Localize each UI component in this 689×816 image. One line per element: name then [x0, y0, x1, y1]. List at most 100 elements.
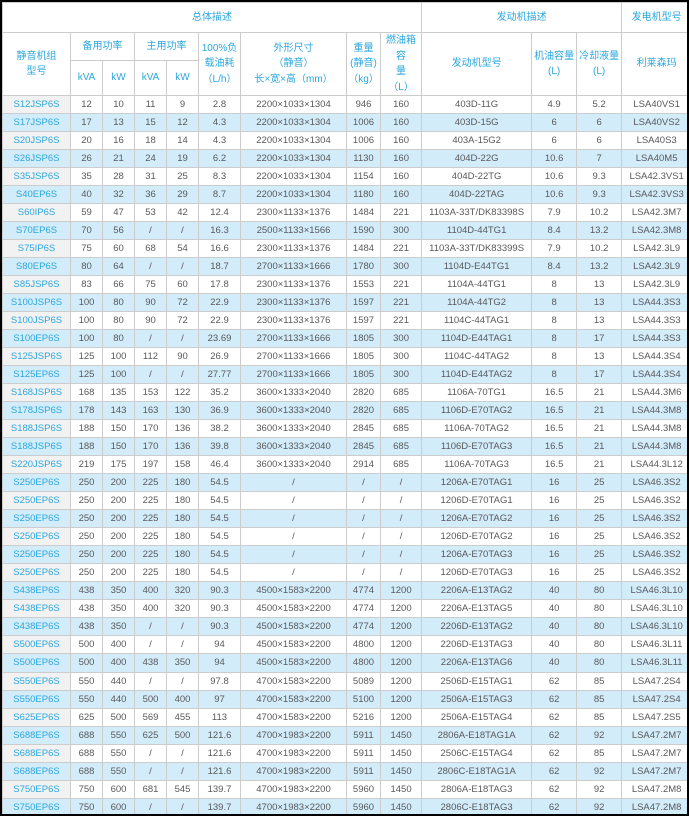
standby-kw-cell: 200 [102, 545, 135, 565]
oil-capacity-cell: 6 [531, 113, 578, 133]
coolant-capacity-cell: 92 [576, 779, 623, 799]
model-cell[interactable]: S750EP6S [2, 779, 71, 799]
fuel-consumption-cell: 139.7 [198, 797, 241, 814]
model-cell[interactable]: S70EP6S [2, 221, 71, 241]
dimensions-cell: / [240, 563, 347, 583]
model-cell[interactable]: S100EP6S [2, 329, 71, 349]
weight-cell: 4774 [346, 581, 381, 601]
alternator-code-cell: LSA46.3L10 [621, 599, 687, 619]
model-cell[interactable]: S188JSP6S [2, 437, 71, 457]
standby-kva-cell: 625 [70, 707, 103, 727]
model-cell[interactable]: S80EP6S [2, 257, 71, 277]
model-cell[interactable]: S85JSP6S [2, 275, 71, 295]
standby-kw-cell: 500 [102, 707, 135, 727]
oil-capacity-cell: 16.5 [531, 401, 578, 421]
model-cell[interactable]: S250EP6S [2, 473, 71, 493]
table-row: S750EP6S 750 600//139.7 4700×1983×2200 5960 1… [2, 797, 687, 814]
model-cell[interactable]: S500EP6S [2, 635, 71, 655]
table-row: S500EP6S 500 400//94 4500×1583×2200 4800 1200… [2, 635, 687, 655]
dimensions-cell: 4500×1583×2200 [240, 617, 347, 637]
coolant-capacity-cell: 13 [576, 293, 623, 313]
model-cell[interactable]: S500EP6S [2, 653, 71, 673]
model-cell[interactable]: S75IP6S [2, 239, 71, 259]
model-cell[interactable]: S178JSP6S [2, 401, 71, 421]
model-cell[interactable]: S100JSP6S [2, 293, 71, 313]
prime-kw-cell: 72 [166, 311, 199, 331]
model-cell[interactable]: S438EP6S [2, 599, 71, 619]
table-row: S178JSP6S 178 143 163 130 36.9 3600×1333×2040 2… [2, 401, 687, 421]
model-cell[interactable]: S26JSP6S [2, 149, 71, 169]
dimensions-cell: / [240, 473, 347, 493]
model-cell[interactable]: S688EP6S [2, 725, 71, 745]
model-cell[interactable]: S20JSP6S [2, 131, 71, 151]
engine-model-cell: 1103A-33T/DK83399S [421, 239, 533, 259]
prime-kva-cell: / [134, 365, 167, 385]
model-cell[interactable]: S550EP6S [2, 671, 71, 691]
prime-kva-cell: 569 [134, 707, 167, 727]
weight-cell: 2845 [346, 419, 381, 439]
engine-model-cell: 1106A-70TAG2 [421, 419, 533, 439]
engine-model-cell: 2506A-E15TAG4 [421, 707, 533, 727]
engine-model-cell: 2806A-E18TAG3 [421, 779, 533, 799]
standby-kva-cell: 12 [70, 94, 103, 115]
alternator-code-cell: LSA47.2S5 [621, 707, 687, 727]
dimensions-cell: 2300×1133×1376 [240, 311, 347, 331]
model-cell[interactable]: S625EP6S [2, 707, 71, 727]
fuel-tank-cell: 1200 [379, 599, 423, 619]
model-cell[interactable]: S438EP6S [2, 581, 71, 601]
model-cell[interactable]: S17JSP6S [2, 113, 71, 133]
col-header-model: 静音机组 型号 [2, 32, 71, 96]
standby-kw-cell: 200 [102, 563, 135, 583]
model-cell[interactable]: S12JSP6S [2, 94, 71, 115]
standby-kva-cell: 250 [70, 527, 103, 547]
model-cell[interactable]: S250EP6S [2, 563, 71, 583]
coolant-capacity-cell: 80 [576, 635, 623, 655]
model-cell[interactable]: S438EP6S [2, 617, 71, 637]
oil-capacity-cell: 62 [531, 797, 578, 814]
model-cell[interactable]: S688EP6S [2, 761, 71, 781]
oil-capacity-cell: 62 [531, 689, 578, 709]
model-cell[interactable]: S250EP6S [2, 509, 71, 529]
oil-capacity-cell: 62 [531, 671, 578, 691]
model-cell[interactable]: S125JSP6S [2, 347, 71, 367]
model-cell[interactable]: S168JSP6S [2, 383, 71, 403]
model-cell[interactable]: S60IP6S [2, 203, 71, 223]
standby-kva-cell: 125 [70, 347, 103, 367]
fuel-tank-cell: 685 [379, 383, 423, 403]
model-cell[interactable]: S688EP6S [2, 743, 71, 763]
model-cell[interactable]: S125EP6S [2, 365, 71, 385]
engine-model-cell: 1206D-E70TAG2 [421, 527, 533, 547]
engine-model-cell: 1106A-70TG1 [421, 383, 533, 403]
model-cell[interactable]: S35JSP6S [2, 167, 71, 187]
model-cell[interactable]: S750EP6S [2, 797, 71, 814]
model-cell[interactable]: S550EP6S [2, 689, 71, 709]
model-cell[interactable]: S100JSP6S [2, 311, 71, 331]
oil-capacity-cell: 4.9 [531, 94, 578, 115]
model-cell[interactable]: S40EP6S [2, 185, 71, 205]
fuel-tank-cell: 1200 [379, 689, 423, 709]
model-cell[interactable]: S250EP6S [2, 545, 71, 565]
engine-model-cell: 1206A-E70TAG1 [421, 473, 533, 493]
oil-capacity-cell: 62 [531, 725, 578, 745]
prime-kva-cell: 681 [134, 779, 167, 799]
col-header-coolant-capacity: 冷却液量 (L) [576, 32, 623, 96]
table-row: S750EP6S 750 600 681 545 139.7 4700×1983×2200 5… [2, 779, 687, 799]
standby-kw-cell: 550 [102, 743, 135, 763]
engine-model-cell: 403D-15G [421, 113, 533, 133]
standby-kva-cell: 750 [70, 779, 103, 799]
engine-model-cell: 2806C-E18TAG1A [421, 761, 533, 781]
dimensions-cell: 3600×1333×2040 [240, 383, 347, 403]
engine-model-cell: 2506A-E15TAG3 [421, 689, 533, 709]
fuel-tank-cell: 300 [379, 329, 423, 349]
dimensions-cell: 4500×1583×2200 [240, 581, 347, 601]
model-cell[interactable]: S250EP6S [2, 527, 71, 547]
model-cell[interactable]: S250EP6S [2, 491, 71, 511]
prime-kw-cell: 60 [166, 275, 199, 295]
alternator-code-cell: LSA46.3L10 [621, 581, 687, 601]
model-cell[interactable]: S188JSP6S [2, 419, 71, 439]
weight-cell: / [346, 545, 381, 565]
model-cell[interactable]: S220JSP6S [2, 455, 71, 475]
standby-kw-cell: 80 [102, 293, 135, 313]
fuel-consumption-cell: 4.3 [198, 113, 241, 133]
coolant-capacity-cell: 17 [576, 365, 623, 385]
